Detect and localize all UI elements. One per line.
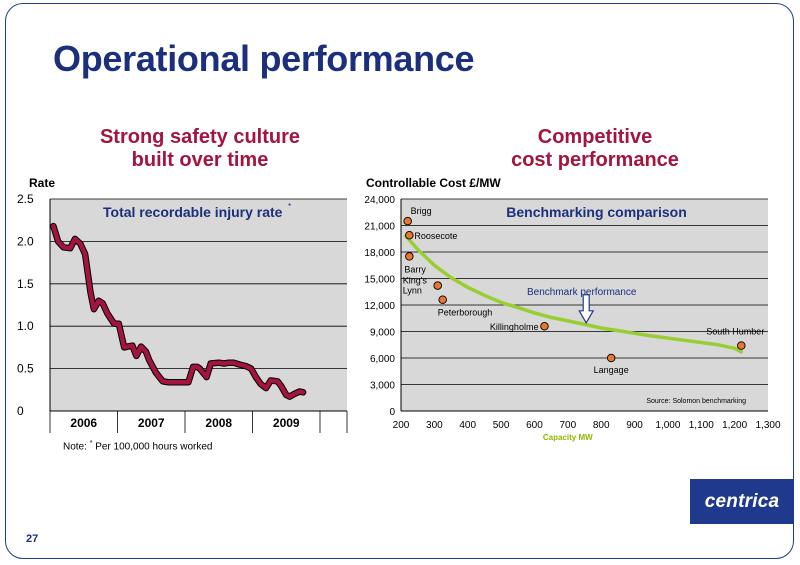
cost-y-tick-label: 15,000: [364, 275, 395, 286]
cost-x-tick-label: 1,100: [689, 420, 714, 431]
injury-x-category-label: 2008: [205, 416, 232, 430]
injury-y-tick-label: 1.5: [17, 277, 34, 291]
cost-source-note: Source: Solomon benchmarking: [646, 398, 746, 405]
cost-y-tick-label: 0: [389, 407, 395, 418]
injury-y-tick-label: 2.5: [17, 192, 34, 206]
site-point-label: Killingholme: [490, 322, 539, 332]
cost-heading: Competitive cost performance: [445, 126, 745, 172]
injury-chart-title-marker: *: [288, 202, 291, 211]
cost-x-tick-label: 1,300: [755, 420, 780, 431]
brand-wordmark: centrica: [704, 490, 780, 512]
cost-x-tick-label: 700: [559, 420, 576, 431]
safety-heading-line1: Strong safety culture: [99, 126, 301, 148]
safety-heading: Strong safety culture built over time: [55, 126, 345, 172]
footnote-marker: *: [89, 440, 93, 447]
site-point: [438, 295, 447, 304]
cost-x-tick-label: 1,000: [655, 420, 680, 431]
injury-y-tick-label: 2.0: [17, 234, 34, 248]
cost-y-tick-label: 6,000: [370, 354, 395, 365]
site-point-label: South Humber: [706, 327, 764, 337]
cost-y-tick-label: 18,000: [364, 248, 395, 259]
site-point: [606, 353, 616, 363]
site-point: [433, 281, 442, 290]
site-point: [403, 216, 412, 226]
footnote-text: Per 100,000 hours worked: [92, 441, 213, 453]
safety-heading-line2: built over time: [131, 149, 269, 171]
cost-heading-line1: Competitive: [537, 126, 653, 148]
site-point-label: King's Lynn: [403, 276, 428, 296]
site-point: [737, 341, 746, 350]
cost-y-tick-label: 9,000: [370, 328, 395, 339]
site-point-label: Roosecote: [414, 231, 457, 241]
cost-x-tick-label: 800: [593, 420, 610, 431]
injury-x-category-label: 2007: [138, 416, 165, 430]
site-point: [405, 230, 414, 240]
slide-frame: [5, 3, 794, 559]
injury-y-tick-label: 0.5: [17, 362, 34, 376]
cost-x-axis-title: Capacity MW: [543, 433, 593, 442]
injury-y-tick-label: 1.0: [17, 319, 34, 333]
cost-x-tick-label: 600: [526, 420, 543, 431]
injury-y-axis-title: Rate: [29, 176, 56, 190]
injury-series-line: [51, 223, 306, 399]
footnote: Note: * Per 100,000 hours worked: [63, 440, 213, 452]
centrica-logo: centrica: [690, 479, 794, 524]
cost-y-tick-label: 24,000: [364, 195, 395, 206]
cost-x-tick-label: 1,200: [722, 420, 747, 431]
cost-x-tick-label: 900: [626, 420, 643, 431]
benchmark-arrow-icon: [578, 294, 595, 324]
cost-x-tick-label: 500: [493, 420, 510, 431]
site-point-label: Peterborough: [438, 308, 493, 318]
injury-x-category-label: 2006: [70, 416, 97, 430]
cost-x-tick-label: 300: [426, 420, 443, 431]
site-point-label: Brigg: [411, 206, 432, 216]
page-number: 27: [26, 533, 39, 545]
cost-y-tick-label: 3,000: [370, 381, 395, 392]
cost-heading-line2: cost performance: [511, 149, 679, 171]
cost-y-tick-label: 21,000: [364, 222, 395, 233]
cost-y-axis-title: Controllable Cost £/MW: [366, 176, 501, 190]
site-point-label: Langage: [594, 365, 629, 375]
injury-y-tick-label: 0: [17, 404, 24, 418]
site-point: [540, 321, 549, 331]
cost-y-tick-label: 12,000: [364, 301, 395, 312]
benchmark-trend-label: Benchmark performance: [527, 287, 637, 298]
footnote-prefix: Note:: [63, 441, 90, 453]
cost-x-tick-label: 400: [459, 420, 476, 431]
site-point: [405, 252, 414, 261]
injury-x-category-label: 2009: [273, 416, 300, 430]
cost-chart-title: Benchmarking comparison: [506, 204, 687, 220]
cost-x-tick-label: 200: [393, 420, 410, 431]
page-title: Operational performance: [53, 38, 475, 79]
site-point-label: Barry: [404, 264, 426, 274]
benchmark-trend-curve: [404, 234, 744, 354]
injury-chart-title: Total recordable injury rate: [103, 204, 283, 220]
